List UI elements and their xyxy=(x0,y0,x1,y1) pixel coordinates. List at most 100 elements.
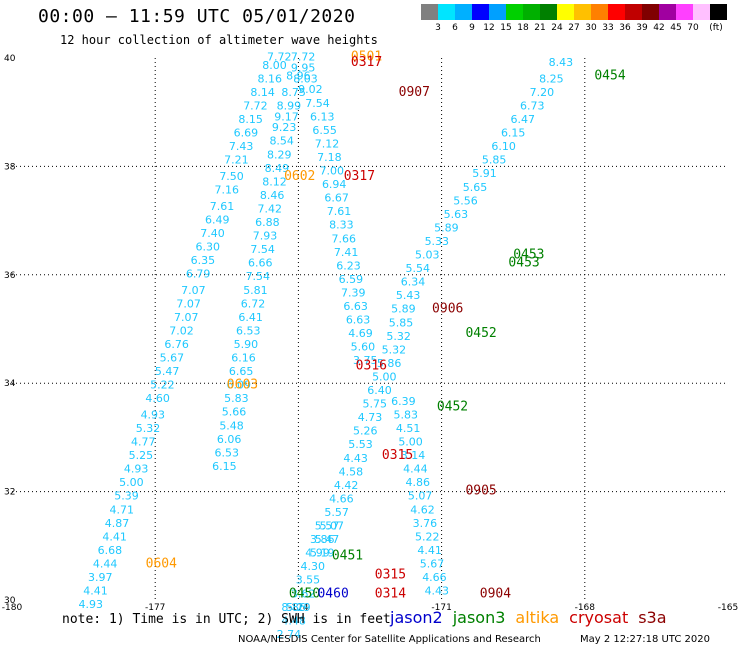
wave-height-label: 8.99 xyxy=(277,99,302,112)
wave-height-label: 5.25 xyxy=(129,449,154,462)
pass-time-label: 0317 xyxy=(351,55,382,70)
pass-time-label: 0315 xyxy=(382,448,413,463)
wave-height-label: 5.81 xyxy=(243,284,268,297)
wave-height-label: 6.65 xyxy=(229,365,254,378)
wave-height-label: 4.48 xyxy=(281,614,306,627)
legend-entry-s3a: s3a xyxy=(638,608,667,627)
wave-height-label: 7.07 xyxy=(181,284,206,297)
wave-height-label: 4.99 xyxy=(305,547,330,560)
wave-height-label: 8.16 xyxy=(258,72,283,85)
wave-height-label: 8.15 xyxy=(238,113,263,126)
wave-height-label: 6.76 xyxy=(164,338,189,351)
wave-height-label: 4.30 xyxy=(300,560,325,573)
wave-height-label: 5.63 xyxy=(444,208,469,221)
pass-time-label: 0316 xyxy=(356,359,387,374)
y-tick-label: 40 xyxy=(4,54,16,64)
wave-height-label: 6.67 xyxy=(324,192,349,205)
wave-height-label: 5.91 xyxy=(472,167,497,180)
colorbar-swatch xyxy=(506,4,523,20)
wave-height-label: 6.63 xyxy=(346,314,371,327)
wave-height-label: 5.53 xyxy=(348,438,373,451)
wave-height-label: 7.93 xyxy=(253,230,278,243)
wave-height-label: 6.35 xyxy=(191,254,216,267)
wave-height-label: 4.69 xyxy=(348,327,373,340)
wave-height-label: 4.41 xyxy=(417,544,442,557)
pass-time-label: 0904 xyxy=(480,586,511,601)
wave-height-label: 3.76 xyxy=(413,517,438,530)
wave-height-label: 4.44 xyxy=(93,557,118,570)
wave-height-label: 5.66 xyxy=(222,406,247,419)
colorbar-swatch xyxy=(557,4,574,20)
wave-height-label: 6.16 xyxy=(231,352,256,365)
legend-entry-cryosat: cryosat xyxy=(569,608,629,627)
wave-height-label: 6.53 xyxy=(215,446,240,459)
y-tick-label: 38 xyxy=(4,162,16,172)
wave-height-label: 5.26 xyxy=(353,425,378,438)
wave-height-label: 7.07 xyxy=(174,311,199,324)
colorbar-label: 15 xyxy=(500,23,512,33)
wave-height-label: 4.58 xyxy=(339,465,364,478)
footer-credit: NOAA/NESDIS Center for Satellite Applica… xyxy=(238,634,541,645)
colorbar-swatch xyxy=(625,4,642,20)
wave-height-label: 6.39 xyxy=(391,395,416,408)
colorbar-swatch xyxy=(438,4,455,20)
pass-time-label: 0317 xyxy=(344,169,375,184)
x-tick-label: -165 xyxy=(718,603,738,613)
wave-height-label: 7.72 xyxy=(291,51,316,64)
pass-time-label: 0460 xyxy=(317,586,348,601)
wave-height-label: 4.41 xyxy=(102,530,127,543)
wave-height-label: 7.72 xyxy=(243,99,268,112)
wave-height-label: 6.73 xyxy=(520,99,545,112)
wave-height-label: 4.93 xyxy=(141,408,166,421)
wave-height-label: 5.19 xyxy=(310,547,335,560)
wave-height-label: 7.16 xyxy=(215,184,240,197)
colorbar-label: 42 xyxy=(653,23,665,33)
pass-time-label: 0907 xyxy=(399,85,430,100)
pass-time-label: 0501 xyxy=(351,50,382,65)
colorbar-label: 6 xyxy=(452,23,458,33)
colorbar-label: 3 xyxy=(435,23,441,33)
wave-height-label: 8.86 xyxy=(281,601,306,614)
legend-entry-altika: altika xyxy=(515,608,560,627)
wave-height-label: 5.29 xyxy=(286,601,311,614)
pass-time-label: 0454 xyxy=(594,69,625,84)
wave-height-label: 4.44 xyxy=(403,463,428,476)
wave-height-label: 6.69 xyxy=(234,127,259,140)
wave-height-label: 4.93 xyxy=(124,463,149,476)
colorbar-label: 36 xyxy=(619,23,631,33)
wave-height-label: 5.43 xyxy=(396,289,421,302)
y-tick-label: 36 xyxy=(4,271,16,281)
wave-height-label: 4.42 xyxy=(334,479,359,492)
colorbar-label: 70 xyxy=(687,23,699,33)
colorbar-swatch xyxy=(489,4,506,20)
wave-height-label: 8.14 xyxy=(250,86,275,99)
wave-height-label: 4.87 xyxy=(105,517,130,530)
wave-height-label: 3.75 xyxy=(353,354,378,367)
wave-height-label: 5.32 xyxy=(386,330,411,343)
colorbar-label: 21 xyxy=(534,23,546,33)
wave-height-label: 3.55 xyxy=(296,574,321,587)
wave-height-label: 4.60 xyxy=(145,392,170,405)
wave-height-label: 8.75 xyxy=(281,86,306,99)
wave-height-label: 5.89 xyxy=(391,303,416,316)
wave-height-label: 5.85 xyxy=(482,154,507,167)
wave-height-label: 6.79 xyxy=(186,268,211,281)
wave-height-label: 5.85 xyxy=(389,316,414,329)
wave-height-label: 8.46 xyxy=(260,189,285,202)
colorbar-label: 30 xyxy=(585,23,597,33)
wave-height-label: 7.00 xyxy=(320,165,345,178)
colorbar-label: 18 xyxy=(517,23,529,33)
y-tick-label: 32 xyxy=(4,488,15,498)
colorbar-label: 9 xyxy=(469,23,475,33)
wave-height-label: 5.00 xyxy=(119,476,144,489)
wave-height-label: 7.07 xyxy=(176,297,201,310)
wave-height-label: 5.90 xyxy=(234,338,259,351)
wave-height-label: 4.41 xyxy=(83,585,108,598)
wave-height-label: 5.07 xyxy=(408,490,433,503)
wave-height-label: 6.59 xyxy=(339,273,364,286)
pass-time-label: 0905 xyxy=(465,483,496,498)
colorbar-swatch xyxy=(659,4,676,20)
pass-time-label: 0453 xyxy=(513,248,544,263)
wave-height-label: 7.02 xyxy=(169,324,194,337)
wave-height-label: 8.03 xyxy=(293,72,318,85)
